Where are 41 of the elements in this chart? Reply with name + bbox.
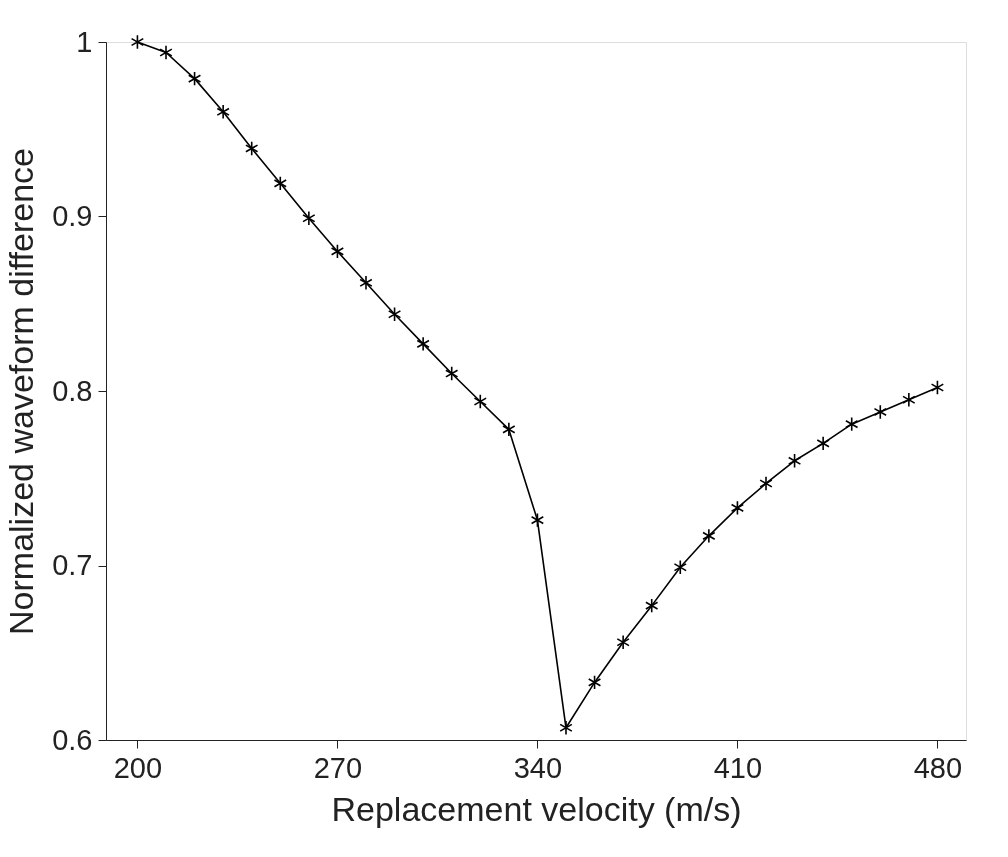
point [387, 306, 402, 322]
point [845, 416, 859, 432]
x-tick-label: 410 [713, 751, 763, 784]
point [216, 104, 230, 120]
y-tick-label: 1 [76, 25, 93, 58]
point [187, 71, 202, 87]
x-tick-label: 270 [313, 751, 363, 784]
point [759, 475, 773, 491]
x-tick-label: 480 [913, 751, 963, 784]
point [245, 140, 259, 156]
point [587, 674, 602, 690]
point [273, 175, 287, 191]
point [787, 453, 802, 469]
point [159, 44, 173, 60]
point [559, 720, 573, 736]
y-tick-label: 0.6 [52, 723, 93, 756]
x-tick-label: 200 [113, 751, 163, 784]
point [330, 243, 345, 259]
point [445, 366, 459, 382]
point [530, 512, 545, 528]
point [873, 404, 887, 420]
y-tick-label: 0.9 [52, 200, 93, 232]
point [359, 275, 373, 291]
x-axis-title: Replacement velocity (m/s) [331, 789, 742, 828]
point [616, 634, 630, 650]
x-tick-label: 340 [513, 751, 563, 784]
point [816, 435, 830, 451]
point [702, 528, 716, 544]
y-axis-title: Normalized waveform difference [2, 148, 41, 635]
point [130, 34, 145, 50]
point [673, 559, 687, 575]
y-tick-label: 0.7 [52, 549, 93, 581]
point [473, 393, 487, 409]
point [645, 598, 659, 614]
point [416, 336, 430, 352]
y-tick-label: 0.8 [52, 374, 93, 407]
point [302, 210, 316, 226]
point [502, 421, 516, 437]
point [930, 380, 945, 396]
point [730, 500, 745, 516]
point [902, 392, 916, 408]
